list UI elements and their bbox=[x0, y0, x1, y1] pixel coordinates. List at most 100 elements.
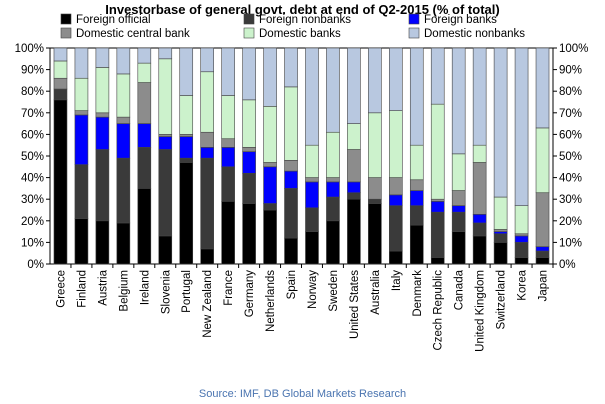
bar-segment bbox=[242, 47, 256, 101]
bar-segment bbox=[326, 181, 340, 198]
y-tick-label-left: 30% bbox=[21, 194, 44, 206]
y-tick-label-left: 70% bbox=[21, 108, 44, 120]
bar-segment bbox=[409, 190, 424, 206]
bar-segment bbox=[430, 257, 445, 265]
y-tick-label-left: 50% bbox=[21, 151, 44, 163]
bar-segment bbox=[200, 248, 214, 265]
bar-segment bbox=[179, 157, 194, 163]
category-label: Slovenia bbox=[160, 269, 172, 314]
legend-label: Foreign banks bbox=[424, 14, 497, 26]
bar-segment bbox=[451, 231, 466, 265]
bar-segment bbox=[451, 153, 466, 191]
category-label: Australia bbox=[370, 269, 382, 314]
category-label: United States bbox=[349, 270, 361, 339]
bar-segment bbox=[263, 47, 277, 107]
category-label: Norway bbox=[307, 270, 319, 309]
category-label: Greece bbox=[55, 270, 67, 308]
bar-segment bbox=[95, 67, 110, 114]
bar-segment bbox=[95, 47, 110, 68]
bar-segment bbox=[430, 198, 445, 202]
bar-segment bbox=[347, 198, 361, 265]
bar-segment bbox=[535, 250, 550, 258]
bar-segment bbox=[221, 147, 235, 168]
bar-segment bbox=[347, 149, 361, 183]
bar-segment bbox=[137, 147, 152, 189]
bar-segment bbox=[409, 144, 424, 181]
bar-segment bbox=[284, 160, 298, 172]
bar-segment bbox=[472, 162, 487, 215]
bar-segment bbox=[284, 170, 298, 189]
bar-segment bbox=[326, 196, 340, 222]
bar-segment bbox=[158, 47, 173, 60]
y-tick-label-right: 70% bbox=[559, 108, 582, 120]
bar-segment bbox=[284, 47, 298, 88]
bar-segment bbox=[305, 47, 319, 146]
bar-segment bbox=[53, 77, 68, 90]
chart-title: Investorbase of general govt. debt at en… bbox=[105, 2, 500, 17]
bar-segment bbox=[74, 110, 89, 116]
bar-segment bbox=[179, 136, 194, 159]
y-tick-label-right: 80% bbox=[559, 86, 582, 98]
y-tick-label-left: 60% bbox=[21, 129, 44, 141]
legend-swatch bbox=[243, 13, 255, 25]
y-tick-label-left: 20% bbox=[21, 216, 44, 228]
category-label: Ireland bbox=[139, 270, 151, 305]
bar-segment bbox=[535, 127, 550, 194]
bar-segment bbox=[95, 149, 110, 222]
legend-label: Domestic central bank bbox=[76, 28, 190, 40]
bar-segment bbox=[74, 218, 89, 265]
bar-segment bbox=[368, 177, 382, 200]
y-tick-label-left: 100% bbox=[15, 43, 44, 55]
bar-segment bbox=[95, 116, 110, 150]
bar-segment bbox=[368, 203, 382, 265]
bar-segment bbox=[451, 205, 466, 213]
bar-segment bbox=[368, 198, 382, 204]
bar-segment bbox=[242, 151, 256, 174]
bar-segment bbox=[409, 47, 424, 146]
legend-label: Domestic nonbanks bbox=[424, 28, 525, 40]
bar-segment bbox=[284, 86, 298, 161]
bar-segment bbox=[493, 231, 508, 235]
bar-segment bbox=[221, 95, 235, 140]
bar-segment bbox=[53, 60, 68, 79]
bar-segment bbox=[221, 201, 235, 265]
y-tick-label-right: 90% bbox=[559, 65, 582, 77]
legend-label: Foreign official bbox=[76, 14, 151, 26]
bar-segment bbox=[53, 88, 68, 101]
y-tick-label-right: 0% bbox=[559, 259, 576, 271]
y-tick-label-right: 20% bbox=[559, 216, 582, 228]
bar-segment bbox=[137, 82, 152, 124]
bar-segment bbox=[116, 47, 131, 75]
bar-segment bbox=[368, 112, 382, 178]
bar-segment bbox=[137, 188, 152, 265]
bar-segment bbox=[221, 138, 235, 148]
bar-segment bbox=[514, 242, 529, 258]
bar-segment bbox=[263, 203, 277, 211]
bar-segment bbox=[493, 47, 508, 198]
bar-segment bbox=[389, 194, 403, 206]
bar-segment bbox=[95, 112, 110, 118]
category-label: Switzerland bbox=[496, 270, 508, 329]
bar-segment bbox=[116, 157, 131, 224]
bar-segment bbox=[430, 201, 445, 213]
y-tick-label-right: 30% bbox=[559, 194, 582, 206]
bar-segment bbox=[472, 144, 487, 163]
category-label: Denmark bbox=[412, 270, 424, 317]
category-label: France bbox=[223, 270, 235, 306]
bar-segment bbox=[535, 192, 550, 248]
category-label: Italy bbox=[391, 270, 403, 291]
bar-segment bbox=[242, 147, 256, 152]
bar-segment bbox=[263, 106, 277, 163]
bar-segment bbox=[493, 242, 508, 265]
bar-segment bbox=[158, 58, 173, 135]
legend-swatch bbox=[408, 27, 420, 39]
legend-swatch bbox=[60, 27, 72, 39]
category-label: Portugal bbox=[181, 270, 193, 313]
y-tick-label-right: 10% bbox=[559, 237, 582, 249]
legend-label: Domestic banks bbox=[259, 28, 341, 40]
category-label: Japan bbox=[538, 270, 550, 301]
bar-segment bbox=[409, 179, 424, 191]
bar-segment bbox=[368, 47, 382, 114]
bar-segment bbox=[514, 205, 529, 235]
bar-segment bbox=[451, 47, 466, 155]
